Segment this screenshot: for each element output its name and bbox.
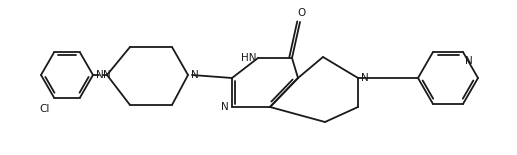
Text: HN: HN [240,53,256,63]
Text: N: N [465,56,473,66]
Text: N: N [361,73,369,83]
Text: N: N [103,70,111,80]
Text: N: N [96,70,104,80]
Text: N: N [221,102,229,112]
Text: Cl: Cl [40,104,50,113]
Text: O: O [297,8,305,18]
Text: N: N [191,70,199,80]
